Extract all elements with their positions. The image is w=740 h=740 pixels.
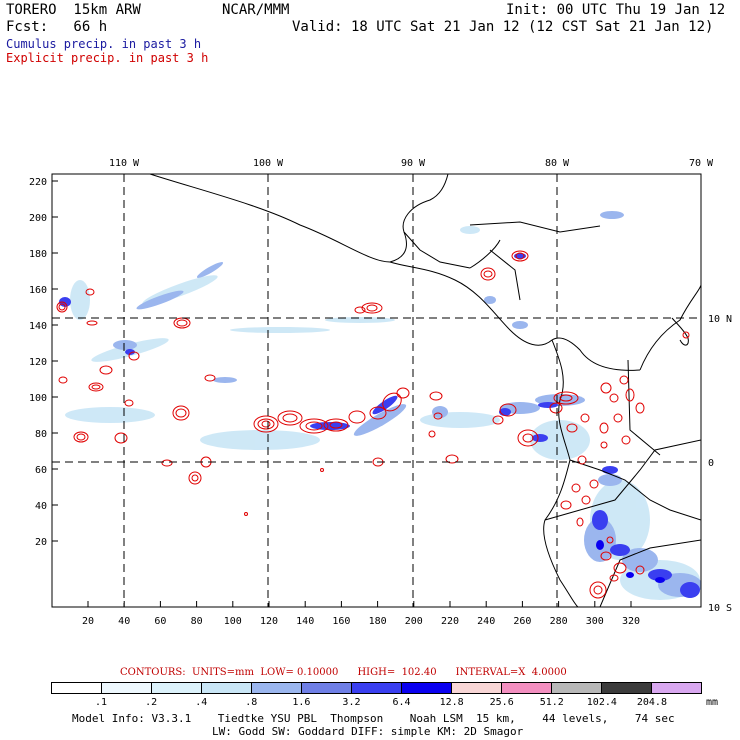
colorbar-label: .2 — [145, 697, 158, 708]
valid-time: Valid: 18 UTC Sat 21 Jan 12 (12 CST Sat … — [292, 19, 714, 35]
colorbar-cell — [52, 683, 102, 693]
colorbar-label: 25.6 — [489, 697, 514, 708]
colorbar-cell — [102, 683, 152, 693]
x-tick-label: 180 — [369, 616, 387, 627]
y-tick-label: 200 — [29, 213, 47, 224]
top-lon-labels: 110 W 100 W 90 W 80 W 70 W — [109, 158, 714, 169]
plot-frame — [51, 173, 702, 608]
colorbar-cell — [252, 683, 302, 693]
x-tick-label: 120 — [260, 616, 278, 627]
colorbar-cell — [502, 683, 552, 693]
y-tick-label: 80 — [35, 429, 47, 440]
y-tick-label: 220 — [29, 177, 47, 188]
lon-label: 110 W — [109, 158, 140, 169]
explicit-precip-contours — [56, 250, 690, 599]
coastlines — [149, 174, 701, 607]
colorbar-label: 102.4 — [586, 697, 617, 708]
forecast-hour: Fcst: 66 h — [6, 19, 108, 35]
init-time: Init: 00 UTC Thu 19 Jan 12 — [506, 2, 726, 18]
y-tick-label: 40 — [35, 501, 47, 512]
lat-label: 0 — [708, 458, 714, 469]
y-tick-label: 140 — [29, 321, 47, 332]
colorbar-label: 1.6 — [292, 697, 311, 708]
colorbar-label: 12.8 — [439, 697, 464, 708]
colorbar-cell — [352, 683, 402, 693]
right-lat-labels: 10 N 0 10 S — [708, 314, 732, 614]
x-tick-label: 280 — [550, 616, 568, 627]
colorbar-cell — [602, 683, 652, 693]
lat-label: 10 S — [708, 603, 732, 614]
x-tick-label: 140 — [296, 616, 314, 627]
x-tick-label: 260 — [513, 616, 531, 627]
colorbar-label: 51.2 — [539, 697, 564, 708]
lat-label: 10 N — [708, 314, 732, 325]
colorbar-cell — [402, 683, 452, 693]
left-y-ticks: 220 200 180 160 140 120 100 80 60 40 20 — [29, 177, 58, 548]
colorbar-cell — [202, 683, 252, 693]
legend-cumulus: Cumulus precip. in past 3 h — [6, 37, 202, 51]
x-tick-label: 20 — [82, 616, 94, 627]
x-tick-label: 60 — [154, 616, 166, 627]
lon-label: 80 W — [545, 158, 570, 169]
x-tick-label: 100 — [224, 616, 242, 627]
latlon-grid — [52, 174, 701, 607]
y-tick-label: 100 — [29, 393, 47, 404]
colorbar-cell — [552, 683, 602, 693]
lon-label: 100 W — [253, 158, 284, 169]
lon-label: 70 W — [689, 158, 714, 169]
cumulus-precip-shading — [59, 211, 701, 600]
colorbar-cell — [652, 683, 701, 693]
colorbar — [51, 682, 702, 694]
bottom-x-ticks: 20 40 60 80 100 120 140 160 180 200 220 240 260 280 30… — [82, 601, 640, 627]
x-tick-label: 320 — [622, 616, 640, 627]
model-info-line1: Model Info: V3.3.1 Tiedtke YSU PBL Thomp… — [72, 712, 675, 725]
y-tick-label: 160 — [29, 285, 47, 296]
colorbar-cell — [452, 683, 502, 693]
center-label: NCAR/MMM — [222, 2, 290, 18]
colorbar-label: .8 — [245, 697, 258, 708]
x-tick-label: 160 — [332, 616, 350, 627]
model-title: TORERO 15km ARW — [6, 2, 141, 18]
colorbar-unit: mm — [705, 697, 719, 708]
y-tick-label: 120 — [29, 357, 47, 368]
x-tick-label: 200 — [405, 616, 423, 627]
contour-info: CONTOURS: UNITS=mm LOW= 0.10000 HIGH= 10… — [120, 667, 567, 678]
precip-map: 110 W 100 W 90 W 80 W 70 W 10 N 0 10 S 2… — [29, 158, 732, 627]
x-tick-label: 220 — [441, 616, 459, 627]
legend-explicit: Explicit precip. in past 3 h — [6, 51, 209, 65]
lon-label: 90 W — [401, 158, 426, 169]
y-tick-label: 20 — [35, 537, 47, 548]
colorbar-label: 6.4 — [392, 697, 411, 708]
x-tick-label: 240 — [477, 616, 495, 627]
colorbar-label: .1 — [95, 697, 108, 708]
y-tick-label: 180 — [29, 249, 47, 260]
model-info-line2: LW: Godd SW: Goddard DIFF: simple KM: 2D… — [212, 725, 524, 738]
colorbar-label: 3.2 — [342, 697, 361, 708]
colorbar-label: 204.8 — [636, 697, 667, 708]
colorbar-cell — [152, 683, 202, 693]
x-tick-label: 300 — [586, 616, 604, 627]
x-tick-label: 80 — [191, 616, 203, 627]
colorbar-cell — [302, 683, 352, 693]
colorbar-label: .4 — [195, 697, 208, 708]
y-tick-label: 60 — [35, 465, 47, 476]
x-tick-label: 40 — [118, 616, 130, 627]
